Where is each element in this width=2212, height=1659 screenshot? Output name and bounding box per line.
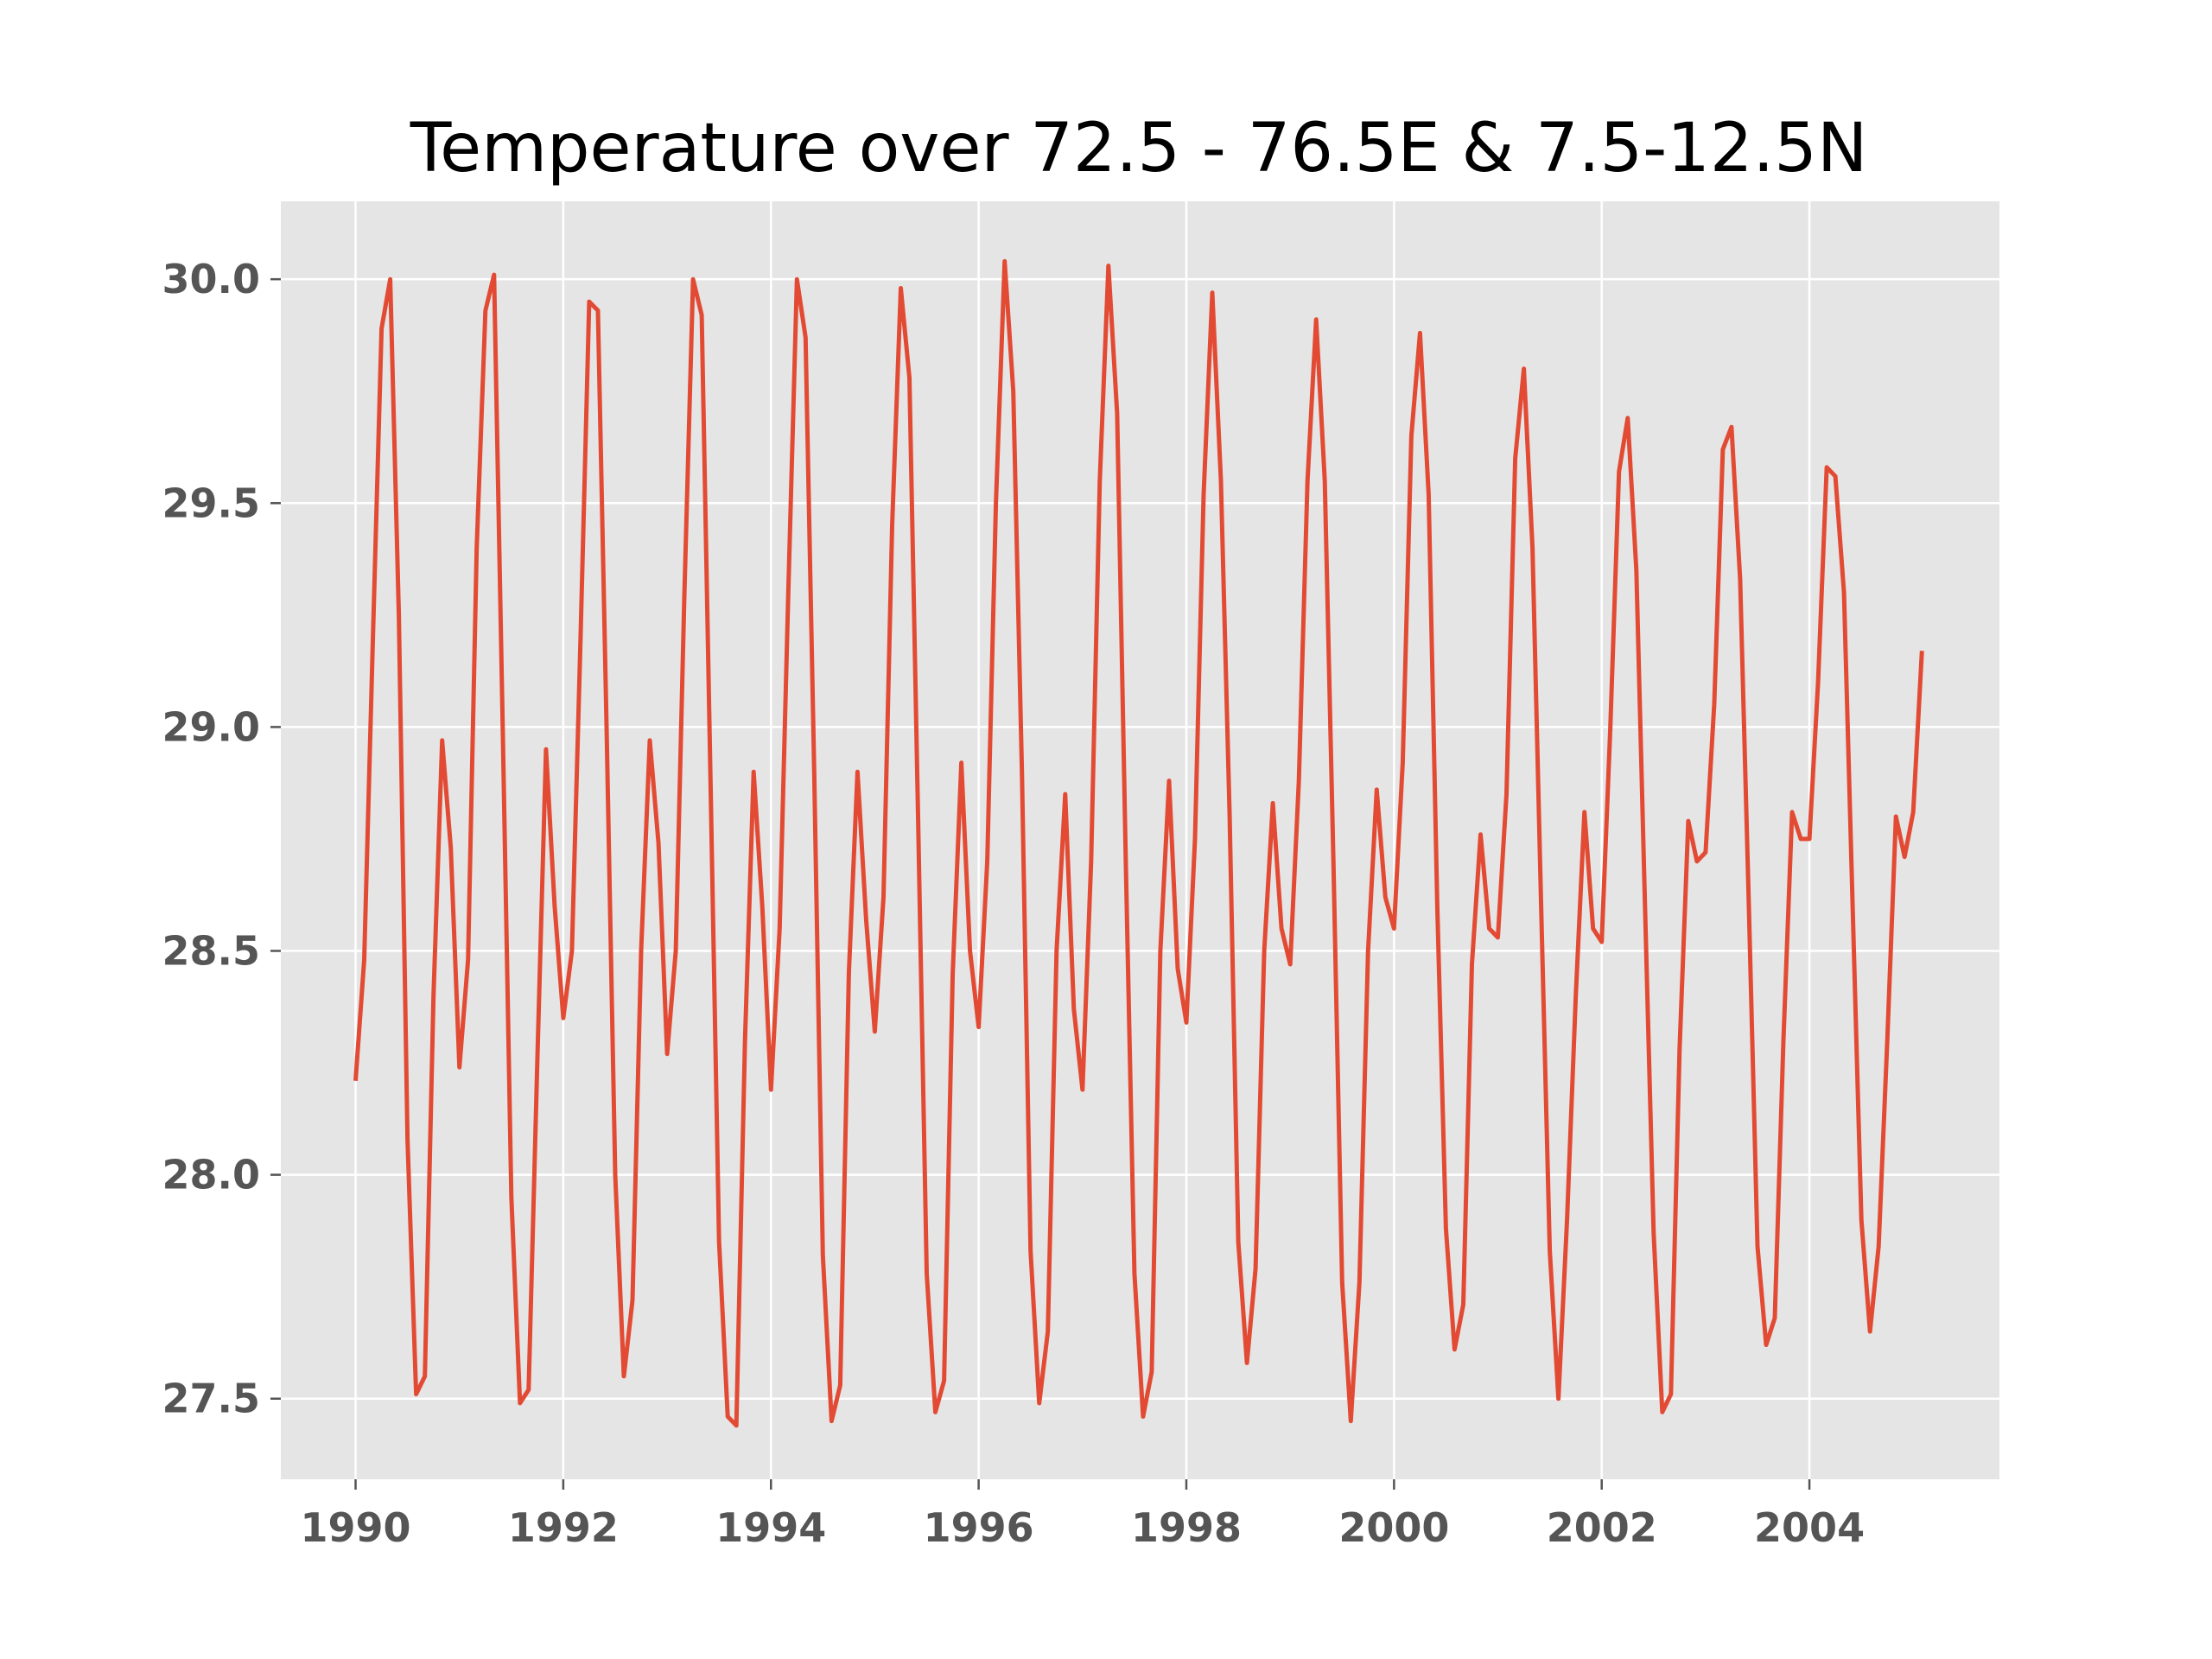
- y-tick-label: 28.0: [162, 1152, 261, 1198]
- x-tick-label: 2000: [1338, 1504, 1449, 1551]
- y-tick-label: 27.5: [162, 1376, 261, 1422]
- y-axis: 27.5 28.0 28.5 29.0 29.5 30.0: [162, 256, 281, 1422]
- x-tick-label: 2004: [1754, 1504, 1865, 1551]
- x-axis: 1990 1992 1994 1996 1998 2000 2002 2004: [301, 1479, 1865, 1551]
- temperature-series-line: [353, 258, 1924, 1428]
- x-tick-label: 1990: [301, 1504, 411, 1551]
- plot-area: [281, 201, 1999, 1479]
- y-tick-label: 30.0: [162, 256, 261, 302]
- y-tick-label: 29.0: [162, 703, 261, 750]
- x-tick-label: 1996: [924, 1504, 1034, 1551]
- x-tick-label: 1994: [715, 1504, 826, 1551]
- x-tick-label: 1992: [508, 1504, 619, 1551]
- grid-lines: [281, 201, 1999, 1479]
- chart-title: Temperature over 72.5 - 76.5E & 7.5-12.5…: [410, 110, 1868, 188]
- y-tick-label: 28.5: [162, 928, 261, 975]
- x-tick-label: 1998: [1131, 1504, 1242, 1551]
- y-tick-label: 29.5: [162, 480, 261, 526]
- x-tick-label: 2002: [1547, 1504, 1657, 1551]
